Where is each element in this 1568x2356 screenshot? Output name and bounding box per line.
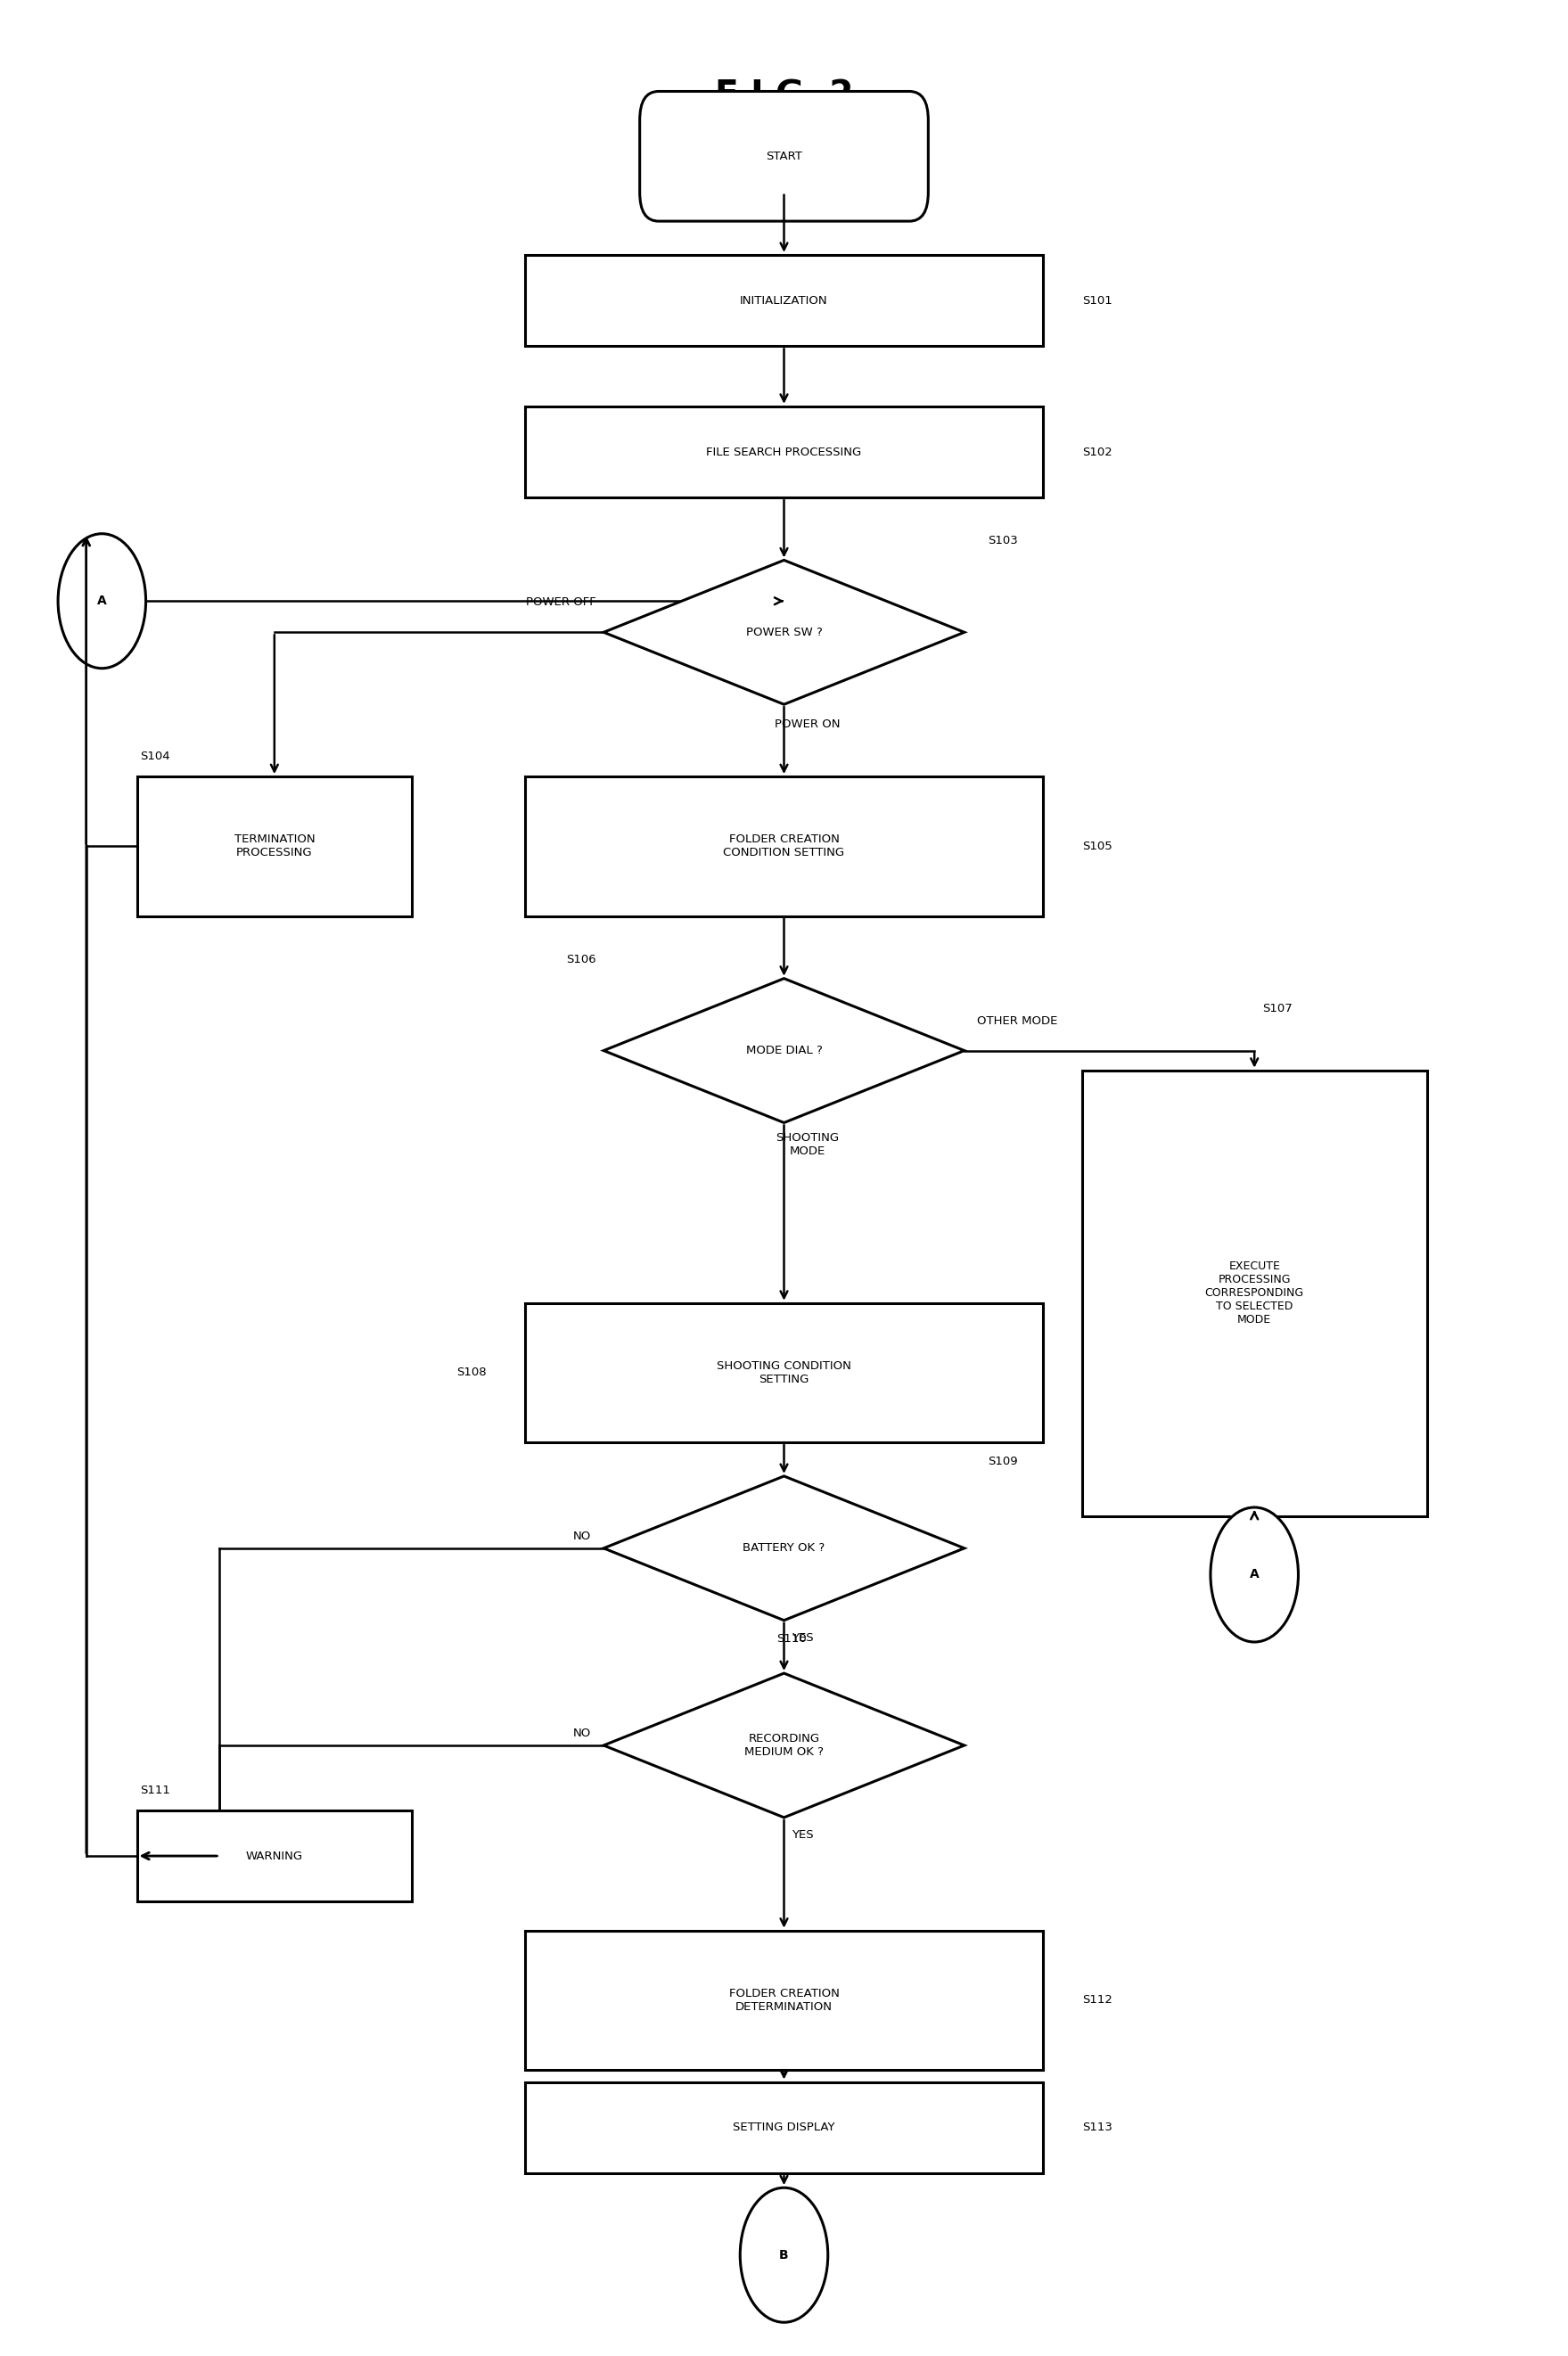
Bar <box>1082 1070 1427 1517</box>
Text: NO: NO <box>572 1727 591 1739</box>
Text: POWER OFF: POWER OFF <box>525 596 596 608</box>
Text: BATTERY OK ?: BATTERY OK ? <box>743 1543 825 1555</box>
Text: S109: S109 <box>988 1456 1018 1468</box>
Text: S102: S102 <box>1082 445 1112 457</box>
Text: SHOOTING CONDITION
SETTING: SHOOTING CONDITION SETTING <box>717 1359 851 1385</box>
Bar <box>525 1303 1043 1442</box>
Text: EXECUTE
PROCESSING
CORRESPONDING
TO SELECTED
MODE: EXECUTE PROCESSING CORRESPONDING TO SELE… <box>1204 1260 1305 1326</box>
Text: RECORDING
MEDIUM OK ?: RECORDING MEDIUM OK ? <box>745 1734 823 1758</box>
Text: YES: YES <box>792 1633 814 1644</box>
Text: S104: S104 <box>141 752 171 761</box>
Bar <box>525 777 1043 916</box>
Circle shape <box>58 535 146 669</box>
Bar <box>525 254 1043 346</box>
Text: INITIALIZATION: INITIALIZATION <box>740 294 828 306</box>
Text: FOLDER CREATION
CONDITION SETTING: FOLDER CREATION CONDITION SETTING <box>723 834 845 858</box>
Text: TERMINATION
PROCESSING: TERMINATION PROCESSING <box>234 834 315 858</box>
Text: POWER ON: POWER ON <box>775 719 840 730</box>
Text: S113: S113 <box>1082 2123 1112 2135</box>
Text: S103: S103 <box>988 535 1018 547</box>
Text: OTHER MODE: OTHER MODE <box>977 1015 1057 1027</box>
Text: NO: NO <box>572 1531 591 1543</box>
Text: WARNING: WARNING <box>246 1849 303 1861</box>
Text: FOLDER CREATION
DETERMINATION: FOLDER CREATION DETERMINATION <box>729 1988 839 2012</box>
Text: SETTING DISPLAY: SETTING DISPLAY <box>732 2123 836 2135</box>
Text: SHOOTING
MODE: SHOOTING MODE <box>776 1133 839 1157</box>
FancyBboxPatch shape <box>640 92 928 221</box>
Text: S112: S112 <box>1082 1996 1112 2005</box>
Bar <box>138 1809 411 1901</box>
Text: S105: S105 <box>1082 841 1112 853</box>
Polygon shape <box>604 1477 964 1621</box>
Circle shape <box>1210 1508 1298 1642</box>
Polygon shape <box>604 561 964 704</box>
Text: S108: S108 <box>456 1366 486 1378</box>
Text: S111: S111 <box>141 1783 171 1795</box>
Text: YES: YES <box>792 1831 814 1840</box>
Text: S106: S106 <box>566 954 596 966</box>
Text: POWER SW ?: POWER SW ? <box>746 627 822 638</box>
Text: A: A <box>1250 1569 1259 1581</box>
Text: B: B <box>779 2248 789 2262</box>
Text: S110: S110 <box>776 1633 806 1644</box>
Bar <box>138 777 411 916</box>
Bar <box>525 2083 1043 2172</box>
Text: FILE SEARCH PROCESSING: FILE SEARCH PROCESSING <box>706 445 862 457</box>
Circle shape <box>740 2189 828 2323</box>
Text: S107: S107 <box>1262 1004 1292 1015</box>
Bar <box>525 405 1043 497</box>
Polygon shape <box>604 978 964 1124</box>
Text: START: START <box>765 151 803 163</box>
Text: MODE DIAL ?: MODE DIAL ? <box>746 1044 822 1055</box>
Bar <box>525 1930 1043 2071</box>
Text: F I G. 2: F I G. 2 <box>715 80 853 113</box>
Text: S101: S101 <box>1082 294 1112 306</box>
Text: A: A <box>97 594 107 608</box>
Polygon shape <box>604 1673 964 1816</box>
